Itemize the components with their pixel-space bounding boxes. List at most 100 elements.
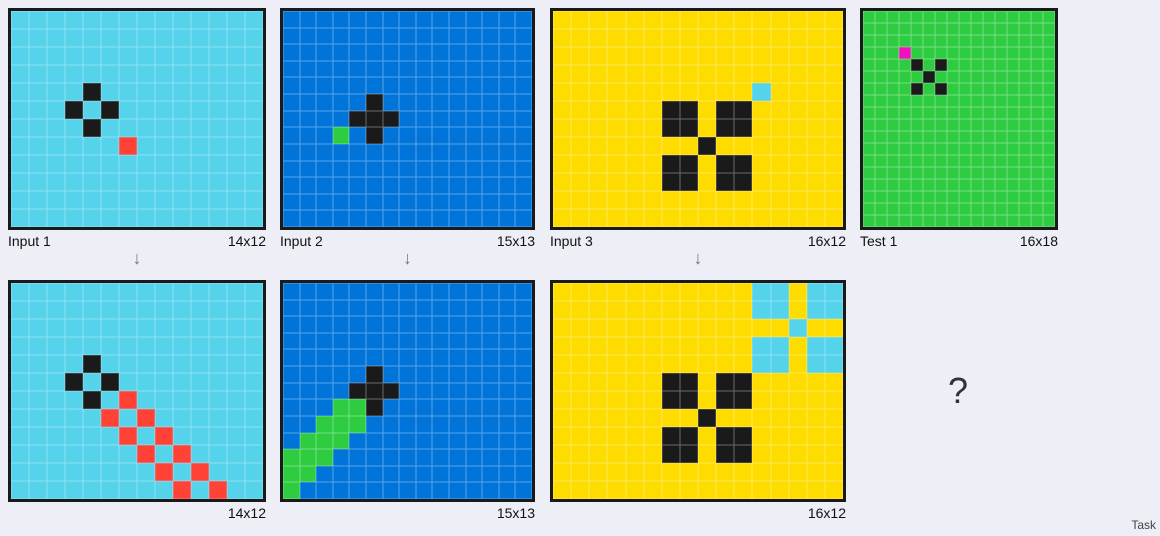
grid-cell xyxy=(399,77,416,95)
grid-cell xyxy=(47,355,65,373)
grid-cell xyxy=(698,427,717,445)
grid-cell xyxy=(465,432,483,450)
grid-cell xyxy=(299,449,317,466)
grid-cell xyxy=(449,449,466,466)
grid-cell xyxy=(1007,23,1019,35)
grid-cell xyxy=(173,65,191,83)
grid-cell xyxy=(770,101,789,119)
grid-cell xyxy=(923,23,935,35)
grid-cell xyxy=(465,382,483,400)
grid-cell xyxy=(1019,35,1031,47)
grid-cell xyxy=(119,319,137,337)
grid-cell xyxy=(983,35,995,47)
grid-cell xyxy=(155,337,173,355)
grid-cell xyxy=(589,391,608,409)
grid-cell xyxy=(935,119,947,131)
grid-cell xyxy=(1031,71,1043,83)
grid-cell xyxy=(1043,107,1055,119)
grid-cell xyxy=(589,173,608,191)
grid-cell xyxy=(625,191,644,209)
grid-cell xyxy=(806,65,825,83)
grid-cell xyxy=(299,465,317,483)
grid-cell xyxy=(679,445,698,463)
grid-cell xyxy=(661,29,680,47)
example-3-input-size: 16x12 xyxy=(807,233,846,249)
grid-cell xyxy=(227,83,245,101)
grid-cell xyxy=(482,349,499,367)
grid-cell xyxy=(824,119,843,137)
grid-cell xyxy=(698,173,717,191)
grid-cell xyxy=(283,160,300,178)
grid-cell xyxy=(101,65,119,83)
grid-cell xyxy=(899,71,911,83)
grid-cell xyxy=(770,11,789,29)
grid-cell xyxy=(11,283,29,301)
grid-cell xyxy=(863,131,875,143)
grid-cell xyxy=(191,319,209,337)
grid-cell xyxy=(382,332,400,350)
task-label: Task xyxy=(1131,518,1156,532)
grid-cell xyxy=(415,44,433,61)
grid-cell xyxy=(911,119,923,131)
grid-cell xyxy=(947,23,959,35)
grid-cell xyxy=(83,155,101,173)
grid-cell xyxy=(935,59,947,71)
grid-cell xyxy=(191,391,209,409)
grid-cell xyxy=(173,391,191,409)
grid-cell xyxy=(643,391,662,409)
grid-cell xyxy=(911,35,923,47)
grid-cell xyxy=(482,415,499,433)
grid-cell xyxy=(137,119,155,137)
grid-cell xyxy=(432,11,449,28)
grid-cell xyxy=(995,59,1007,71)
grid-cell xyxy=(332,77,350,95)
grid-cell xyxy=(875,107,887,119)
grid-cell xyxy=(553,65,572,83)
grid-cell xyxy=(316,60,333,78)
grid-cell xyxy=(983,71,995,83)
grid-cell xyxy=(734,137,753,155)
grid-cell xyxy=(482,110,499,128)
grid-cell xyxy=(947,59,959,71)
unknown-output-question-mark: ? xyxy=(948,370,969,411)
grid-cell xyxy=(191,463,209,481)
grid-cell xyxy=(661,391,680,409)
grid-cell xyxy=(995,107,1007,119)
grid-cell xyxy=(935,47,947,59)
grid-cell xyxy=(382,177,400,194)
grid-cell xyxy=(1007,143,1019,155)
grid-cell xyxy=(332,193,350,211)
grid-cell xyxy=(1043,23,1055,35)
grid-cell xyxy=(83,481,101,499)
grid-cell xyxy=(698,445,717,463)
grid-cell xyxy=(119,427,137,445)
grid-cell xyxy=(679,319,698,337)
grid-cell xyxy=(923,215,935,227)
grid-cell xyxy=(983,155,995,167)
example-2-input-grid xyxy=(280,8,535,230)
grid-cell xyxy=(382,366,400,383)
grid-cell xyxy=(935,23,947,35)
grid-cell xyxy=(1031,23,1043,35)
grid-cell xyxy=(824,11,843,29)
grid-cell xyxy=(432,77,449,95)
grid-cell xyxy=(209,319,227,337)
grid-cell xyxy=(698,319,717,337)
grid-cell xyxy=(245,409,263,427)
grid-cell xyxy=(65,101,83,119)
grid-cell xyxy=(465,349,483,367)
grid-cell xyxy=(332,160,350,178)
grid-cell xyxy=(47,283,65,301)
grid-cell xyxy=(65,65,83,83)
grid-cell xyxy=(283,482,300,499)
grid-cell xyxy=(959,71,971,83)
down-arrow-icon: ↓ xyxy=(403,248,412,268)
grid-cell xyxy=(482,399,499,416)
grid-cell xyxy=(155,463,173,481)
grid-cell xyxy=(332,94,350,111)
grid-cell xyxy=(137,337,155,355)
grid-cell xyxy=(1043,35,1055,47)
grid-cell xyxy=(716,409,735,427)
grid-cell xyxy=(824,191,843,209)
grid-cell xyxy=(245,337,263,355)
